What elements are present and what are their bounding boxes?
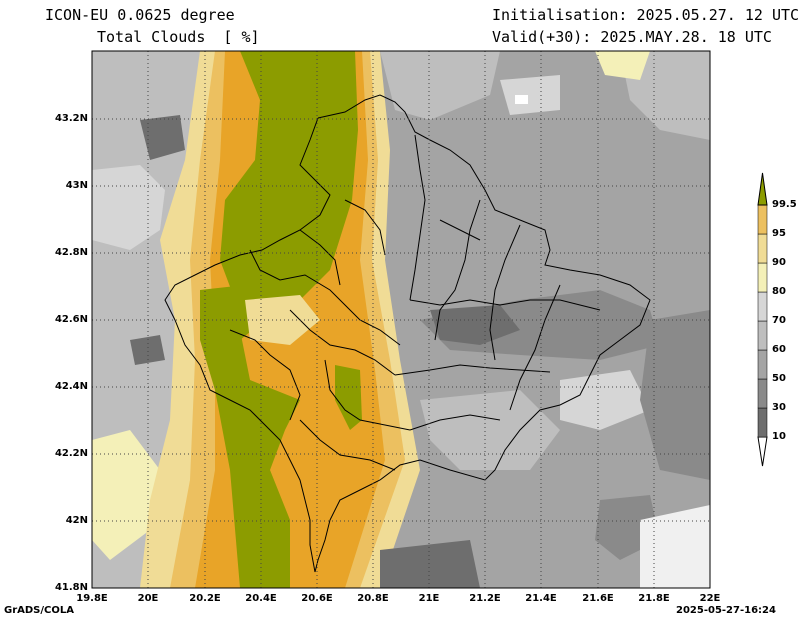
colorbar	[757, 172, 768, 467]
lon-label-20e: 20E	[137, 593, 159, 604]
lon-label-20-4e: 20.4E	[245, 593, 277, 604]
colorbar-label-70: 70	[772, 315, 786, 326]
lon-label-21-2e: 21.2E	[469, 593, 501, 604]
colorbar-label-10: 10	[772, 431, 786, 442]
grid-lines	[92, 51, 710, 588]
lat-label-43-2n: 43.2N	[54, 113, 88, 124]
lon-label-20-2e: 20.2E	[189, 593, 221, 604]
lon-label-21-6e: 21.6E	[582, 593, 614, 604]
lon-label-21e: 21E	[418, 593, 440, 604]
valid-time: Valid(+30): 2025.MAY.28. 18 UTC	[492, 28, 772, 46]
timestamp-label: 2025-05-27-16:24	[676, 605, 776, 616]
lat-label-42-4n: 42.4N	[54, 381, 88, 392]
field-title: Total Clouds [ %]	[97, 28, 260, 46]
lat-label-43n: 43N	[65, 180, 88, 191]
map-frame	[91, 50, 711, 589]
lon-label-20-8e: 20.8E	[357, 593, 389, 604]
lon-label-20-6e: 20.6E	[301, 593, 333, 604]
colorbar-label-90: 90	[772, 257, 786, 268]
credit-label: GrADS/COLA	[4, 605, 74, 616]
lon-label-19-8e: 19.8E	[76, 593, 108, 604]
lat-label-42-8n: 42.8N	[54, 247, 88, 258]
colorbar-label-60: 60	[772, 344, 786, 355]
lon-label-22e: 22E	[699, 593, 721, 604]
colorbar-label-80: 80	[772, 286, 786, 297]
lat-label-41-8n: 41.8N	[54, 582, 88, 593]
model-title: ICON-EU 0.0625 degree	[45, 6, 235, 24]
lon-label-21-4e: 21.4E	[525, 593, 557, 604]
lat-label-42-2n: 42.2N	[54, 448, 88, 459]
admin-borders	[164, 94, 651, 573]
colorbar-label-99-5: 99.5	[772, 199, 797, 210]
colorbar-label-30: 30	[772, 402, 786, 413]
lon-label-21-8e: 21.8E	[638, 593, 670, 604]
init-time: Initialisation: 2025.05.27. 12 UTC	[492, 6, 800, 24]
colorbar-label-95: 95	[772, 228, 786, 239]
lat-label-42-6n: 42.6N	[54, 314, 88, 325]
lat-label-42n: 42N	[65, 515, 88, 526]
colorbar-label-50: 50	[772, 373, 786, 384]
